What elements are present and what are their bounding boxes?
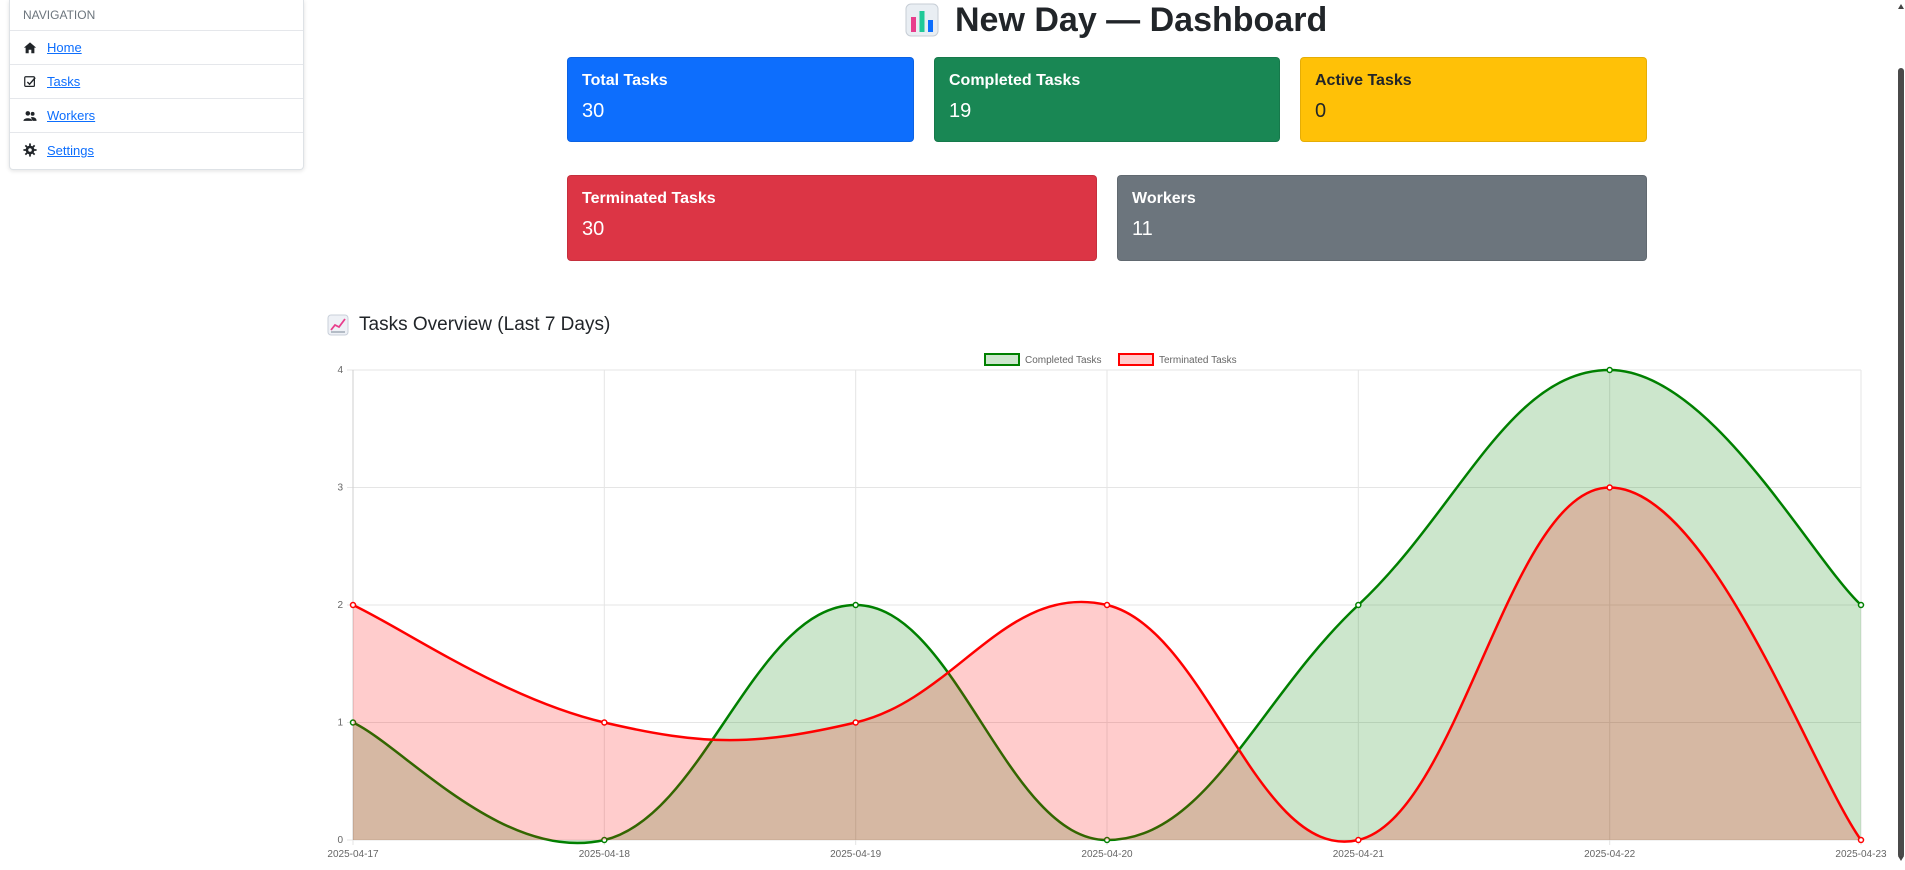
- x-tick-label: 2025-04-18: [579, 849, 631, 860]
- sidebar-item-tasks[interactable]: Tasks: [10, 65, 303, 99]
- terminated-tasks-point: [852, 719, 859, 726]
- completed-tasks-point: [1606, 366, 1613, 374]
- sidebar-link-home[interactable]: Home: [47, 40, 82, 55]
- y-tick-label: 1: [337, 718, 343, 729]
- gear-icon: [23, 143, 37, 157]
- nav-heading: NAVIGATION: [10, 0, 303, 31]
- chart-heading: Tasks Overview (Last 7 Days): [327, 314, 610, 336]
- completed-tasks-point: [601, 836, 608, 844]
- legend-label-terminated-tasks: Terminated Tasks: [1159, 355, 1237, 366]
- card-value: 11: [1132, 218, 1153, 240]
- x-tick-label: 2025-04-22: [1584, 849, 1636, 860]
- card-completed-tasks: Completed Tasks 19: [934, 57, 1280, 142]
- page-title: New Day — Dashboard: [905, 0, 1327, 40]
- sidebar-item-settings[interactable]: Settings: [10, 133, 303, 167]
- scroll-up-arrow-icon[interactable]: [1898, 4, 1904, 9]
- completed-tasks-point: [1355, 601, 1362, 609]
- card-value: 19: [949, 100, 972, 122]
- card-title: Terminated Tasks: [582, 190, 716, 207]
- legend-swatch-terminated-tasks: [1118, 353, 1154, 366]
- y-tick-label: 3: [337, 483, 343, 494]
- card-total-tasks: Total Tasks 30: [567, 57, 914, 142]
- chart-heading-text: Tasks Overview (Last 7 Days): [359, 314, 611, 335]
- terminated-tasks-line: [352, 486, 1863, 843]
- chart-svg: 0 1 2 3 4 2025-04-17 2025-04-18 2025-04-19 2025-…: [327, 353, 1887, 860]
- x-tick-label: 2025-04-21: [1333, 849, 1385, 860]
- card-title: Workers: [1132, 190, 1196, 207]
- line-chart-icon: [327, 314, 349, 336]
- terminated-tasks-point: [1606, 484, 1613, 491]
- card-value: 30: [582, 218, 605, 240]
- x-tick-label: 2025-04-17: [327, 849, 379, 860]
- completed-tasks-point: [349, 719, 357, 726]
- sidebar-nav: NAVIGATION Home Tasks Workers: [9, 0, 304, 170]
- card-title: Active Tasks: [1315, 72, 1412, 89]
- terminated-tasks-point: [601, 719, 608, 726]
- scroll-down-arrow-icon[interactable]: [1898, 856, 1904, 861]
- legend-swatch-completed-tasks: [984, 353, 1020, 366]
- y-tick-label: 2: [337, 600, 343, 611]
- terminated-tasks-point: [1857, 836, 1865, 844]
- y-tick-label: 4: [337, 365, 343, 376]
- x-tick-label: 2025-04-20: [1081, 849, 1133, 860]
- terminated-tasks-point: [1103, 601, 1111, 609]
- tasks-overview-chart: 0 1 2 3 4 2025-04-17 2025-04-18 2025-04-19 2025-…: [320, 346, 1900, 865]
- sidebar-link-workers[interactable]: Workers: [47, 108, 96, 123]
- card-terminated-tasks: Terminated Tasks 30: [567, 175, 1097, 261]
- vertical-scrollbar[interactable]: [1896, 0, 1905, 865]
- page-title-text: New Day — Dashboard: [955, 0, 1328, 39]
- card-value: 0: [1315, 100, 1327, 122]
- completed-tasks-point: [1857, 601, 1865, 609]
- bar-chart-icon: [905, 3, 939, 37]
- scroll-thumb[interactable]: [1898, 68, 1904, 858]
- card-title: Total Tasks: [582, 72, 668, 89]
- completed-tasks-area: [353, 370, 1861, 844]
- card-active-tasks: Active Tasks 0: [1300, 57, 1647, 142]
- terminated-tasks-area: [353, 487, 1861, 842]
- sidebar-item-workers[interactable]: Workers: [10, 99, 303, 133]
- legend-label-completed-tasks: Completed Tasks: [1025, 355, 1102, 366]
- users-icon: [23, 109, 37, 123]
- x-tick-label: 2025-04-19: [830, 849, 882, 860]
- completed-tasks-point: [852, 601, 859, 609]
- sidebar-link-settings[interactable]: Settings: [47, 142, 94, 158]
- sidebar-link-tasks[interactable]: Tasks: [47, 74, 81, 89]
- terminated-tasks-point: [1355, 836, 1362, 844]
- card-value: 30: [582, 100, 605, 122]
- home-icon: [23, 41, 37, 55]
- terminated-tasks-point: [349, 601, 357, 609]
- checkbox-icon: [23, 75, 37, 89]
- card-title: Completed Tasks: [949, 72, 1081, 89]
- completed-tasks-point: [1103, 836, 1111, 844]
- card-workers: Workers 11: [1117, 175, 1647, 261]
- sidebar-item-home[interactable]: Home: [10, 31, 303, 65]
- y-tick-label: 0: [337, 835, 343, 846]
- x-tick-label: 2025-04-23: [1835, 849, 1887, 860]
